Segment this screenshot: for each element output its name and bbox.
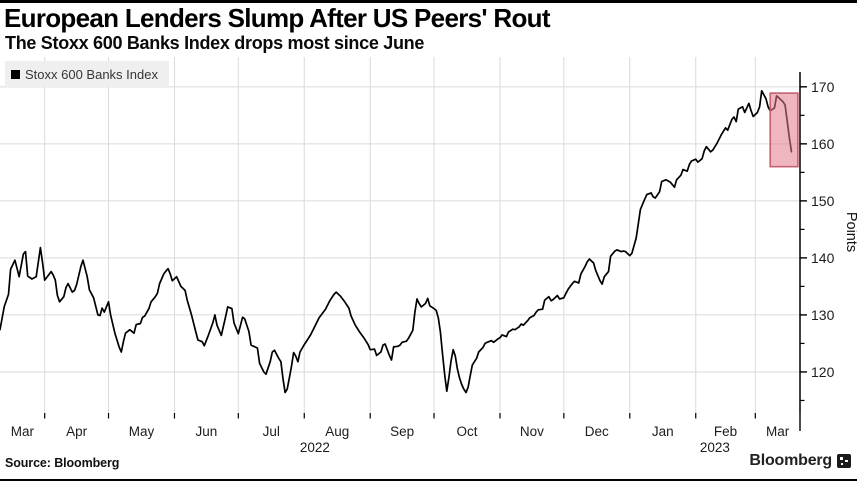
legend-marker-icon bbox=[11, 69, 20, 79]
y-tick-label: 130 bbox=[811, 307, 835, 323]
vertical-gridlines bbox=[44, 57, 756, 413]
year-label: 2022 bbox=[300, 440, 330, 455]
bottom-border bbox=[0, 479, 857, 481]
month-label: Mar bbox=[766, 424, 790, 439]
y-tick-label: 150 bbox=[811, 193, 835, 209]
month-label: Mar bbox=[11, 424, 35, 439]
legend-label: Stoxx 600 Banks Index bbox=[25, 66, 158, 82]
y-tick-label: 120 bbox=[811, 364, 835, 380]
y-tick-label: 160 bbox=[811, 136, 835, 152]
page-title: European Lenders Slump After US Peers' R… bbox=[4, 3, 550, 33]
highlight-box bbox=[769, 92, 799, 168]
series-line bbox=[0, 89, 793, 394]
top-border bbox=[0, 0, 857, 3]
month-label: May bbox=[129, 424, 155, 439]
y-tick-label: 140 bbox=[811, 250, 835, 266]
year-label: 2023 bbox=[700, 440, 730, 455]
month-label: Feb bbox=[714, 424, 737, 439]
bloomberg-wordmark: Bloomberg bbox=[749, 452, 832, 469]
bloomberg-logo-icon bbox=[837, 454, 851, 468]
bloomberg-brand: Bloomberg bbox=[749, 452, 851, 470]
month-label: Aug bbox=[325, 424, 349, 439]
y-tick-label: 170 bbox=[811, 79, 835, 95]
horizontal-gridlines bbox=[0, 86, 800, 373]
month-label: Sep bbox=[390, 424, 414, 439]
month-label: Jan bbox=[652, 424, 674, 439]
month-label: Nov bbox=[520, 424, 544, 439]
month-label: Jun bbox=[195, 424, 217, 439]
page-subtitle: The Stoxx 600 Banks Index drops most sin… bbox=[5, 33, 425, 53]
month-label: Jul bbox=[263, 424, 280, 439]
source-note: Source: Bloomberg bbox=[5, 456, 120, 470]
month-label: Oct bbox=[457, 424, 478, 439]
y-axis bbox=[799, 72, 807, 413]
month-label: Dec bbox=[585, 424, 609, 439]
x-axis bbox=[44, 413, 801, 431]
y-axis-title: Points bbox=[843, 212, 857, 252]
month-label: Apr bbox=[66, 424, 88, 439]
chart-legend: Stoxx 600 Banks Index bbox=[5, 61, 169, 87]
